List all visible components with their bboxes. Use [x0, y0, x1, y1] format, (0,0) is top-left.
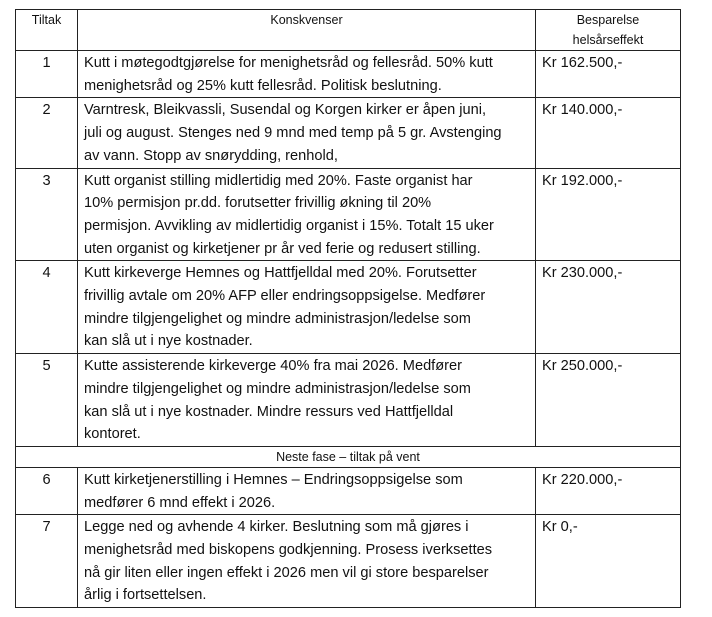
table-row: 4 Kutt kirkeverge Hemnes og Hattfjelldal … — [15, 260, 681, 355]
table-row: 5 Kutte assisterende kirkeverge 40% fra m… — [15, 353, 681, 447]
text-line: kan slå ut i nye kostnader. Mindre ressu… — [84, 403, 454, 420]
consequence-cell: Kutt i møtegodtgjørelse for menighetsråd… — [77, 49, 536, 99]
section-row: Neste fase – tiltak på vent — [15, 445, 681, 468]
row-number: 1 — [15, 49, 78, 99]
text-line: årlig i fortsettelsen. — [84, 587, 207, 604]
text-line: Kutt kirkeverge Hemnes og Hattfjelldal m… — [84, 265, 477, 282]
row-number: 4 — [15, 260, 78, 355]
text-line: juli og august. Stenges ned 9 mnd med te… — [84, 125, 502, 142]
text-line: Kutt kirketjenerstilling i Hemnes – Endr… — [84, 471, 463, 488]
text-line: uten organist og kirketjener pr år ved f… — [84, 240, 481, 257]
text-line: permisjon. Avvikling av midlertidig orga… — [84, 217, 494, 234]
text-line: 10% permisjon pr.dd. forutsetter frivill… — [84, 195, 432, 212]
header-cell: Konskvenser — [77, 9, 536, 51]
consequence-cell: Varntresk, Bleikvassli, Susendal og Korg… — [77, 97, 536, 169]
text-line: av vann. Stopp av snørydding, renhold, — [84, 147, 338, 164]
text-line: menighetsråd og 25% kutt fellesråd. Poli… — [84, 77, 442, 94]
text-line: kan slå ut i nye kostnader. — [84, 333, 253, 350]
text-line: frivillig avtale om 20% AFP eller endrin… — [84, 288, 486, 305]
table-row: 7 Legge ned og avhende 4 kirker. Beslutni… — [15, 514, 681, 609]
amount-cell: Kr 192.000,- — [535, 167, 681, 262]
section-cell: Neste fase – tiltak på vent — [15, 445, 681, 468]
text-line: Legge ned og avhende 4 kirker. Beslutnin… — [84, 519, 469, 536]
amount-cell: Kr 250.000,- — [535, 353, 681, 447]
measures-table: Tiltak Konskvenser Besparelse helsårseffekt… — [15, 9, 681, 609]
text-line: medfører 6 mnd effekt i 2026. — [84, 494, 276, 511]
text-line: helsårseffekt — [572, 32, 644, 47]
consequence-cell: Kutt kirketjenerstilling i Hemnes – Endr… — [77, 466, 536, 516]
text-line: Kutte assisterende kirkeverge 40% fra ma… — [84, 358, 462, 375]
amount-cell: Kr 140.000,- — [535, 97, 681, 169]
table-row: 1 Kutt i møtegodtgjørelse for menighetsrå… — [15, 49, 681, 99]
row-number: 5 — [15, 353, 78, 447]
header-cell: Tiltak — [15, 9, 78, 51]
text-line: Besparelse — [576, 13, 640, 27]
table-row: 3 Kutt organist stilling midlertidig med … — [15, 167, 681, 262]
consequence-cell: Kutt kirkeverge Hemnes og Hattfjelldal m… — [77, 260, 536, 355]
text-line: mindre tilgjengelighet og mindre adminis… — [84, 380, 471, 397]
row-number: 3 — [15, 167, 78, 262]
table-row: 6 Kutt kirketjenerstilling i Hemnes – End… — [15, 466, 681, 516]
consequence-cell: Kutte assisterende kirkeverge 40% fra ma… — [77, 353, 536, 447]
text-line: Kutt i møtegodtgjørelse for menighetsråd… — [84, 55, 493, 71]
consequence-cell: Kutt organist stilling midlertidig med 2… — [77, 167, 536, 262]
header-row: Tiltak Konskvenser Besparelse helsårseffekt — [15, 9, 681, 51]
row-number: 2 — [15, 97, 78, 169]
consequence-cell: Legge ned og avhende 4 kirker. Beslutnin… — [77, 514, 536, 609]
text-line: Varntresk, Bleikvassli, Susendal og Korg… — [84, 102, 487, 119]
row-number: 6 — [15, 466, 78, 516]
table-row: 2 Varntresk, Bleikvassli, Susendal og Kor… — [15, 97, 681, 169]
amount-cell: Kr 162.500,- — [535, 49, 681, 99]
amount-cell: Kr 230.000,- — [535, 260, 681, 355]
text-line: Kutt organist stilling midlertidig med 2… — [84, 172, 473, 189]
text-line: kontoret. — [84, 426, 141, 443]
row-number: 7 — [15, 514, 78, 609]
text-line: mindre tilgjengelighet og mindre adminis… — [84, 310, 471, 327]
amount-cell: Kr 0,- — [535, 514, 681, 609]
header-cell: Besparelse helsårseffekt — [535, 9, 681, 51]
amount-cell: Kr 220.000,- — [535, 466, 681, 516]
text-line: nå gir liten eller ingen effekt i 2026 m… — [84, 564, 489, 581]
text-line: menighetsråd med biskopens godkjenning. … — [84, 542, 493, 559]
